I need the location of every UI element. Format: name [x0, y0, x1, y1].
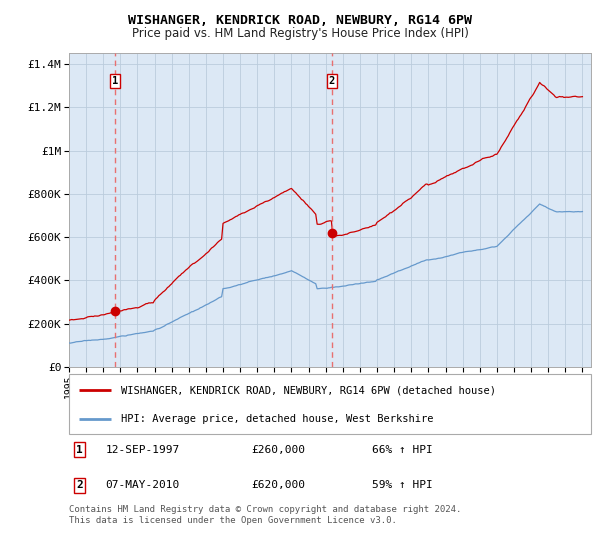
- Text: 2: 2: [329, 76, 335, 86]
- Text: £620,000: £620,000: [252, 480, 306, 490]
- Text: 66% ↑ HPI: 66% ↑ HPI: [372, 445, 433, 455]
- Text: £260,000: £260,000: [252, 445, 306, 455]
- Text: 1: 1: [76, 445, 83, 455]
- Text: HPI: Average price, detached house, West Berkshire: HPI: Average price, detached house, West…: [121, 414, 434, 424]
- Text: WISHANGER, KENDRICK ROAD, NEWBURY, RG14 6PW (detached house): WISHANGER, KENDRICK ROAD, NEWBURY, RG14 …: [121, 385, 496, 395]
- Text: 12-SEP-1997: 12-SEP-1997: [106, 445, 180, 455]
- Text: Contains HM Land Registry data © Crown copyright and database right 2024.
This d: Contains HM Land Registry data © Crown c…: [69, 505, 461, 525]
- Text: 07-MAY-2010: 07-MAY-2010: [106, 480, 180, 490]
- Text: WISHANGER, KENDRICK ROAD, NEWBURY, RG14 6PW: WISHANGER, KENDRICK ROAD, NEWBURY, RG14 …: [128, 14, 472, 27]
- FancyBboxPatch shape: [69, 374, 591, 434]
- Text: 1: 1: [112, 76, 118, 86]
- Text: Price paid vs. HM Land Registry's House Price Index (HPI): Price paid vs. HM Land Registry's House …: [131, 27, 469, 40]
- Text: 59% ↑ HPI: 59% ↑ HPI: [372, 480, 433, 490]
- Text: 2: 2: [76, 480, 83, 490]
